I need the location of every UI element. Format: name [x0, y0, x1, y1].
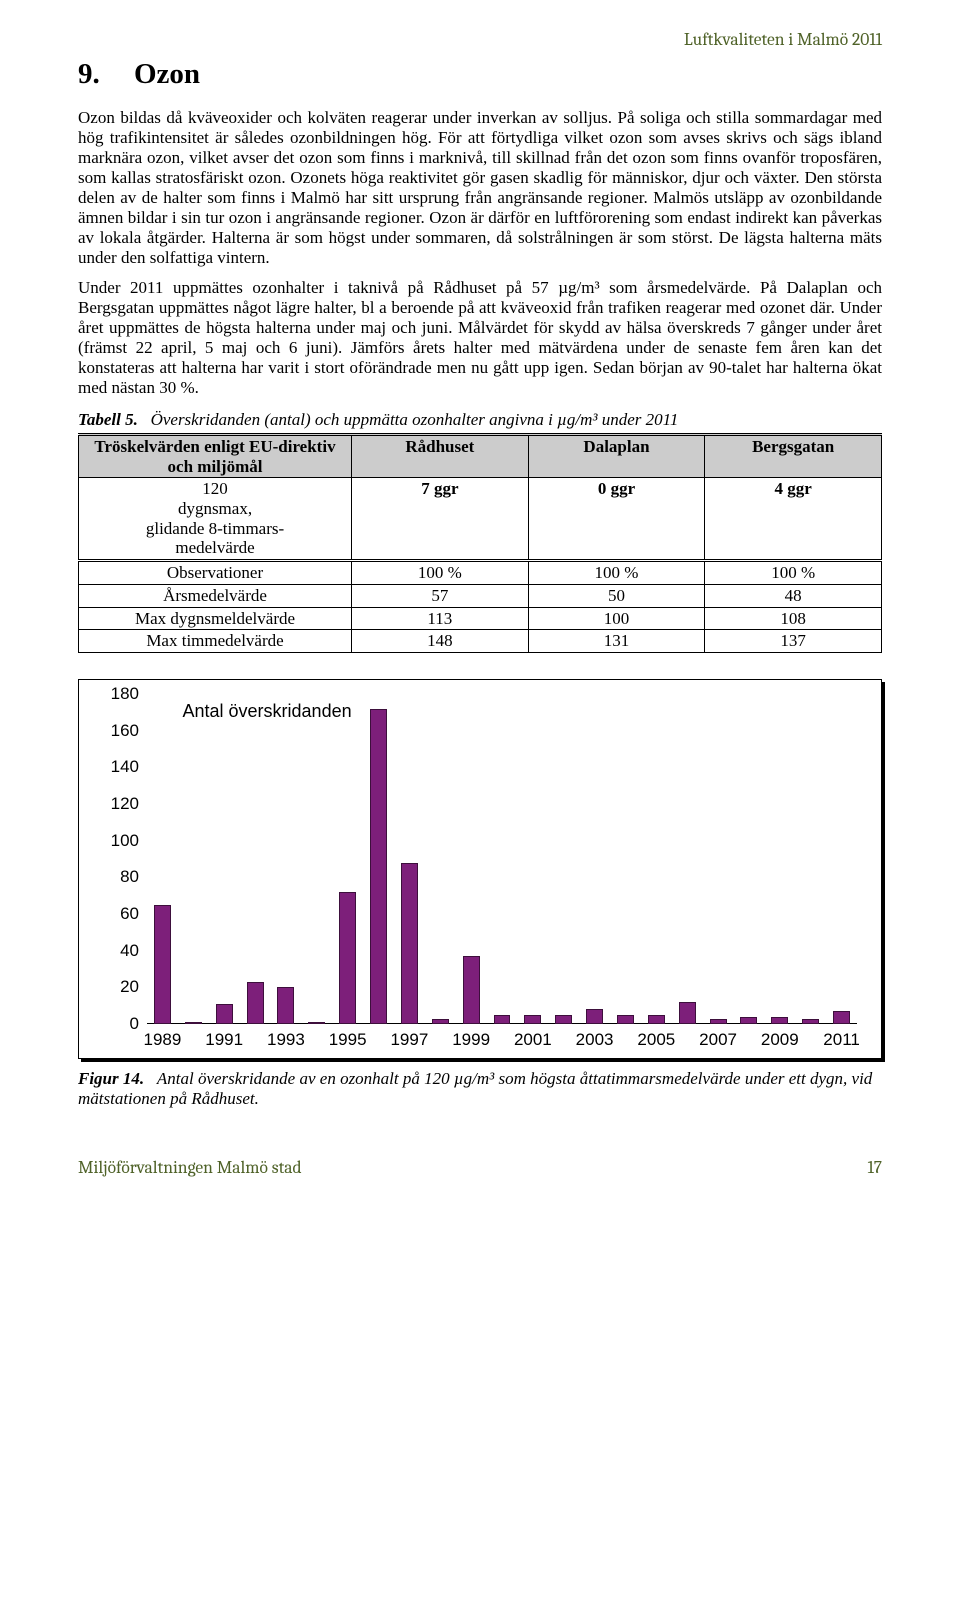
- th-thresholds: Tröskelvärden enligt EU-direktiv och mil…: [79, 434, 352, 477]
- chart-bar: [463, 956, 480, 1024]
- chart-title: Antal överskridanden: [183, 701, 352, 723]
- threshold-dalaplan: 0 ggr: [528, 478, 705, 561]
- chart-bar: [154, 905, 171, 1024]
- chart-bar: [524, 1015, 541, 1024]
- chart-bar: [494, 1015, 511, 1024]
- threshold-radhuset: 7 ggr: [352, 478, 529, 561]
- chart-bar: [432, 1019, 449, 1025]
- chart-bar: [802, 1019, 819, 1025]
- th-radhuset: Rådhuset: [352, 434, 529, 477]
- table-row: Observationer 100 % 100 % 100 %: [79, 561, 882, 585]
- section-title: 9.Ozon: [78, 57, 882, 92]
- table5: Tröskelvärden enligt EU-direktiv och mil…: [78, 433, 882, 653]
- chart-bar: [648, 1015, 665, 1024]
- chart-bar: [277, 987, 294, 1024]
- chart-bar: [617, 1015, 634, 1024]
- threshold-cell: 120 dygnsmax, glidande 8-timmars- medelv…: [79, 478, 352, 561]
- table-row: 120 dygnsmax, glidande 8-timmars- medelv…: [79, 478, 882, 561]
- section-number: 9.: [78, 57, 134, 92]
- chart-bar: [339, 892, 356, 1024]
- chart-xtick: 2009: [761, 1030, 799, 1050]
- paragraph-1: Ozon bildas då kväveoxider och kolväten …: [78, 108, 882, 268]
- chart-bar: [555, 1015, 572, 1024]
- chart-xaxis: 1989 1991 1993 1995 1997 1999 2001 2003 2005 2007…: [147, 1028, 857, 1050]
- chart-xtick: 1999: [452, 1030, 490, 1050]
- chart-ytick: 20: [79, 977, 139, 997]
- chart-xtick: 1989: [144, 1030, 182, 1050]
- chart-xtick: 2011: [823, 1030, 860, 1050]
- footer-left: Miljöförvaltningen Malmö stad: [78, 1158, 302, 1179]
- section-title-text: Ozon: [134, 58, 200, 90]
- table5-caption-line: Tabell 5. Överskridanden (antal) och upp…: [78, 410, 882, 430]
- chart-bar: [370, 709, 387, 1024]
- chart-bar: [401, 863, 418, 1024]
- chart-xtick: 1991: [205, 1030, 243, 1050]
- th-dalaplan: Dalaplan: [528, 434, 705, 477]
- chart-bar: [771, 1017, 788, 1024]
- chart-bar: [308, 1022, 325, 1024]
- chart-ytick: 160: [79, 720, 139, 740]
- table5-caption: Överskridanden (antal) och uppmätta ozon…: [151, 410, 679, 429]
- threshold-bergsgatan: 4 ggr: [705, 478, 882, 561]
- table5-label: Tabell 5.: [78, 410, 138, 429]
- chart-xtick: 1995: [329, 1030, 367, 1050]
- chart-xtick: 1997: [390, 1030, 428, 1050]
- chart-ytick: 80: [79, 867, 139, 887]
- chart-bar: [679, 1002, 696, 1024]
- th-bergsgatan: Bergsgatan: [705, 434, 882, 477]
- chart-panel: Antal överskridanden 1989 1991 1993 1995 199…: [78, 679, 882, 1059]
- chart-xtick: 2001: [514, 1030, 552, 1050]
- chart-ytick: 40: [79, 940, 139, 960]
- chart-ytick: 60: [79, 904, 139, 924]
- chart-ytick: 0: [79, 1014, 139, 1034]
- chart-ytick: 140: [79, 757, 139, 777]
- chart-bar: [216, 1004, 233, 1024]
- chart-xtick: 2007: [699, 1030, 737, 1050]
- chart-area: Antal överskridanden: [147, 694, 857, 1024]
- table-row: Årsmedelvärde 57 50 48: [79, 584, 882, 607]
- chart-bar: [247, 982, 264, 1024]
- chart-ytick: 180: [79, 684, 139, 704]
- figure14-label: Figur 14.: [78, 1069, 144, 1088]
- chart-bar: [586, 1009, 603, 1024]
- figure14-caption-line: Figur 14. Antal överskridande av en ozon…: [78, 1069, 882, 1110]
- chart-plot: [147, 694, 857, 1024]
- chart-bar: [740, 1017, 757, 1024]
- chart-xtick: 2005: [637, 1030, 675, 1050]
- chart-bar: [710, 1019, 727, 1025]
- chart-xtick: 1993: [267, 1030, 305, 1050]
- table-row: Max dygnsmeldelvärde 113 100 108: [79, 607, 882, 630]
- chart-ytick: 100: [79, 830, 139, 850]
- chart-bar: [185, 1022, 202, 1024]
- table-row: Max timmedelvärde 148 131 137: [79, 630, 882, 653]
- figure14-caption: Antal överskridande av en ozonhalt på 12…: [78, 1069, 872, 1108]
- chart-bar: [833, 1011, 850, 1024]
- footer-page-number: 17: [867, 1158, 882, 1179]
- paragraph-2: Under 2011 uppmättes ozonhalter i takniv…: [78, 278, 882, 398]
- running-head: Luftkvaliteten i Malmö 2011: [78, 30, 882, 51]
- chart-ytick: 120: [79, 794, 139, 814]
- page-footer: Miljöförvaltningen Malmö stad 17: [78, 1158, 882, 1179]
- chart-xtick: 2003: [576, 1030, 614, 1050]
